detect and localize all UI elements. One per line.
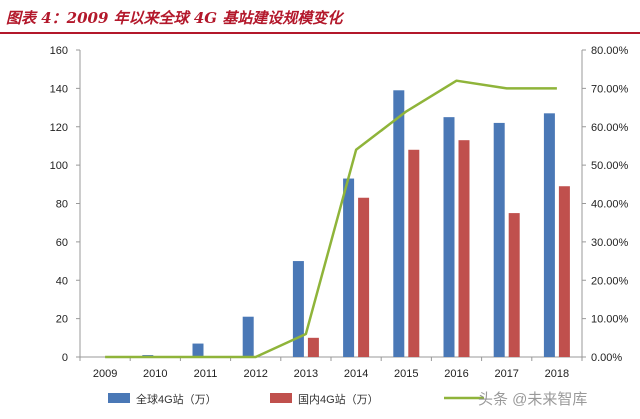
y-tick-label: 120 xyxy=(50,122,68,134)
y-tick-label: 160 xyxy=(50,45,68,57)
y2-tick-label: 0.00% xyxy=(591,352,622,364)
legend-label: 国内4G站（万） xyxy=(298,392,379,406)
y-tick-label: 80 xyxy=(56,199,68,211)
bar-global-2013 xyxy=(292,261,304,357)
bar-global-2012 xyxy=(242,316,254,357)
x-tick-label: 2018 xyxy=(545,368,569,380)
y2-tick-label: 60.00% xyxy=(591,122,629,134)
x-tick-label: 2010 xyxy=(143,368,167,380)
legend-swatch xyxy=(270,393,292,403)
y-tick-label: 20 xyxy=(56,314,68,326)
bar-global-2016 xyxy=(443,117,455,357)
y2-tick-label: 40.00% xyxy=(591,199,629,211)
legend-swatch xyxy=(108,393,130,403)
bar-global-2011 xyxy=(192,343,204,357)
bar-global-2017 xyxy=(493,122,505,357)
bar-global-2018 xyxy=(543,113,555,357)
y2-tick-label: 50.00% xyxy=(591,160,629,172)
y-tick-label: 40 xyxy=(56,275,68,287)
legend-label: 全球4G站（万） xyxy=(136,392,217,406)
x-tick-label: 2012 xyxy=(243,368,267,380)
x-tick-label: 2013 xyxy=(294,368,318,380)
y2-tick-label: 10.00% xyxy=(591,314,629,326)
bar-global-2015 xyxy=(393,90,405,357)
bar-domestic-2013 xyxy=(307,337,319,357)
y2-tick-label: 20.00% xyxy=(591,275,629,287)
bar-domestic-2016 xyxy=(458,140,470,357)
y-tick-label: 100 xyxy=(50,160,68,172)
x-tick-label: 2014 xyxy=(344,368,368,380)
x-tick-label: 2016 xyxy=(444,368,468,380)
y-tick-label: 60 xyxy=(56,237,68,249)
watermark: 头条 @未来智库 xyxy=(478,390,587,408)
legend: 全球4G站（万） 国内4G站（万） xyxy=(108,392,484,406)
y-tick-label: 0 xyxy=(62,352,68,364)
x-tick-label: 2011 xyxy=(194,368,218,380)
plot-area: 0 20 40 60 80 100 120 140 160 0.00% 10.00% 20.00% 30… xyxy=(50,45,629,380)
y2-tick-label: 30.00% xyxy=(591,237,629,249)
y2-tick-label: 80.00% xyxy=(591,45,629,57)
y-tick-label: 140 xyxy=(50,83,68,95)
y2-tick-label: 70.00% xyxy=(591,83,629,95)
title-bar: 图表 4：2009 年以来全球 4G 基站建设规模变化 xyxy=(0,0,640,34)
x-tick-label: 2017 xyxy=(494,368,518,380)
bar-domestic-2018 xyxy=(558,186,570,357)
x-tick-label: 2015 xyxy=(394,368,418,380)
bar-global-2014 xyxy=(343,178,355,357)
x-tick-label: 2009 xyxy=(93,368,117,380)
page-title: 图表 4：2009 年以来全球 4G 基站建设规模变化 xyxy=(6,9,343,27)
bar-domestic-2015 xyxy=(408,149,420,357)
bar-domestic-2017 xyxy=(508,213,520,357)
bar-domestic-2014 xyxy=(358,197,370,357)
ratio-line xyxy=(105,79,557,359)
